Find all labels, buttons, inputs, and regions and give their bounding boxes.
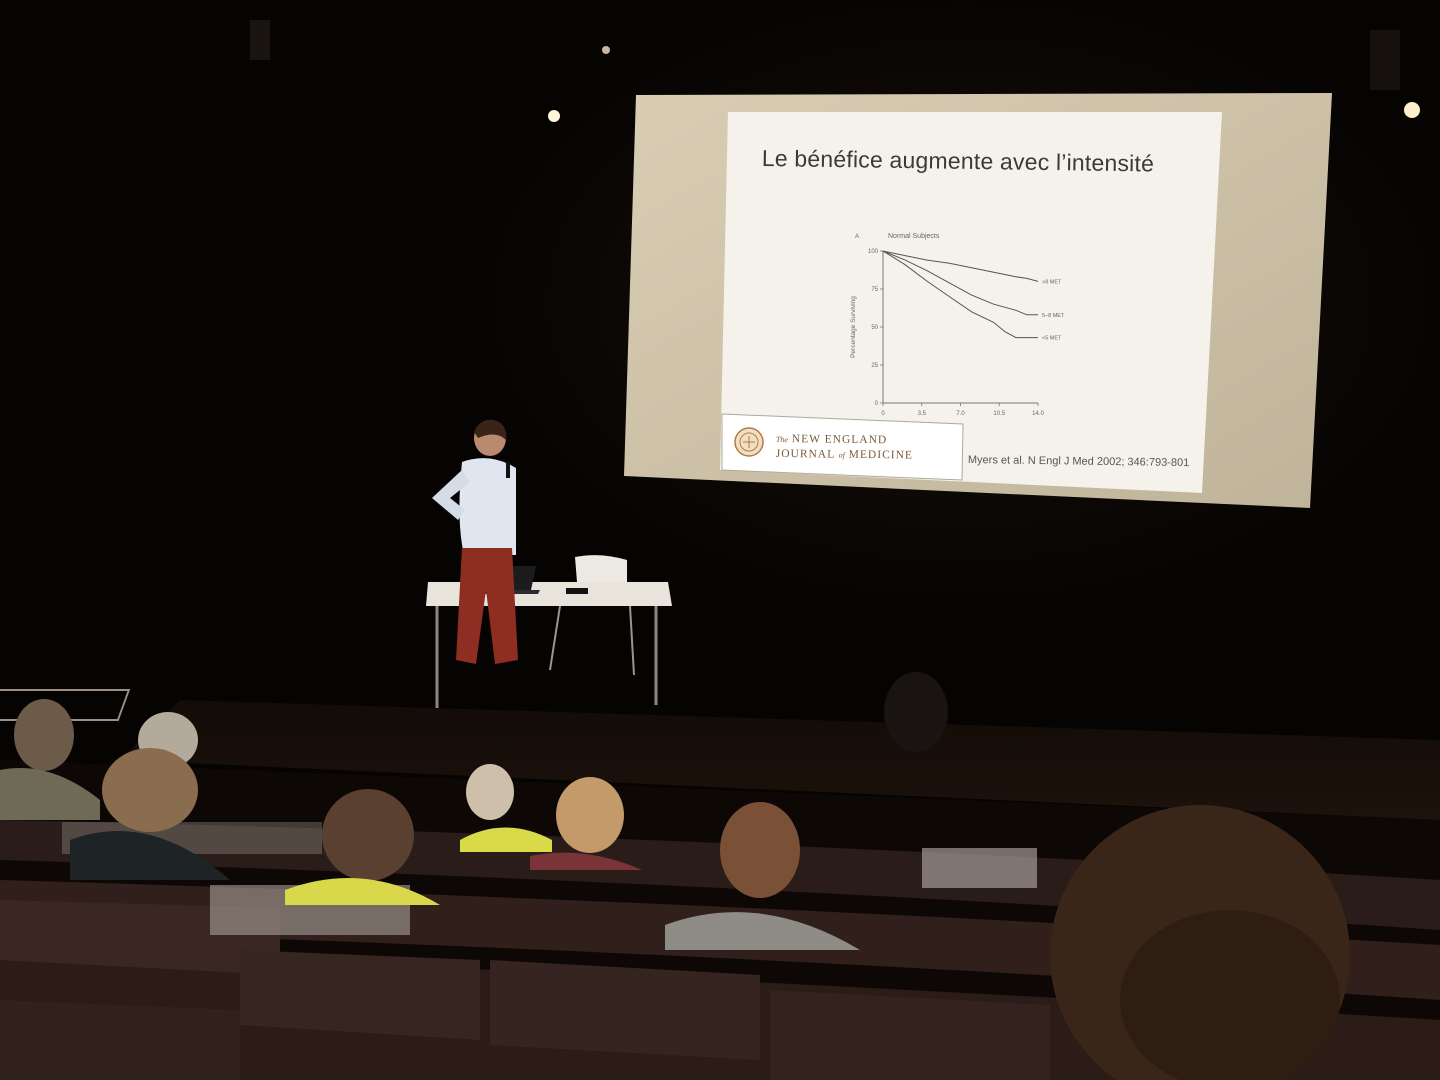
nejm-line1: NEW ENGLAND bbox=[791, 433, 888, 447]
x-tick-label: 0 bbox=[881, 411, 885, 417]
series-line bbox=[882, 250, 1039, 282]
series-line bbox=[882, 250, 1038, 339]
stage-speaker bbox=[884, 672, 948, 752]
presenter bbox=[432, 419, 518, 664]
ceiling-lights bbox=[250, 20, 1420, 122]
y-tick-label: 75 bbox=[871, 287, 878, 293]
x-tick-label: 14.0 bbox=[1032, 411, 1044, 417]
projection-screen bbox=[624, 93, 1332, 508]
nejm-the: The bbox=[775, 434, 788, 445]
nejm-seal-icon bbox=[734, 427, 764, 457]
slide-title: Le bénéfice augmente avec l’intensité bbox=[761, 145, 1155, 177]
microphone bbox=[506, 462, 510, 478]
nejm-logo-box bbox=[721, 413, 964, 481]
chart-title: Normal Subjects bbox=[888, 233, 940, 240]
audience-members bbox=[0, 699, 1350, 1080]
survival-chart: 0 3.5 7.0 10.5 14.0 0 25 50 75 100 Percentage Surv… bbox=[850, 233, 1065, 417]
series-label: 5–8 MET bbox=[1042, 313, 1065, 319]
series-label: >8 MET bbox=[1042, 279, 1062, 285]
nejm-line2-b: MEDICINE bbox=[848, 448, 913, 462]
y-tick-label: 50 bbox=[871, 325, 878, 331]
chair bbox=[575, 555, 627, 582]
series-label: <5 MET bbox=[1042, 336, 1062, 342]
y-tick-label: 25 bbox=[871, 363, 878, 369]
x-tick-label: 7.0 bbox=[956, 411, 965, 417]
stage-floor bbox=[120, 700, 1440, 820]
y-tick-label: 100 bbox=[868, 249, 879, 255]
nejm-line2-a: JOURNAL bbox=[775, 447, 835, 461]
x-tick-label: 3.5 bbox=[918, 411, 927, 417]
panel-label: A bbox=[855, 234, 859, 240]
x-tick-label: 10.5 bbox=[993, 411, 1005, 417]
nejm-of: of bbox=[838, 450, 845, 460]
y-tick-label: 0 bbox=[875, 401, 879, 407]
nejm-wordmark: The NEW ENGLAND JOURNAL of MEDICINE bbox=[776, 432, 913, 463]
series-line bbox=[882, 250, 1038, 316]
slide bbox=[720, 112, 1222, 493]
y-axis-label: Percentage Surviving bbox=[850, 296, 857, 358]
